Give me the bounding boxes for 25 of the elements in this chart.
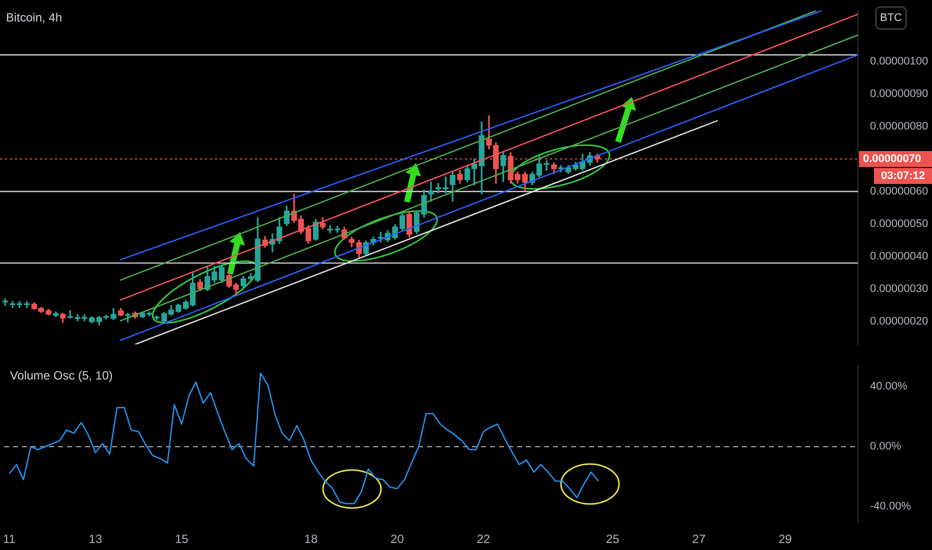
y-tick-label: 0.00000030: [870, 283, 928, 296]
x-tick-label: 18: [304, 532, 318, 546]
text: 03:07:12: [880, 170, 926, 182]
chart-title: Volume Osc (5, 10): [10, 368, 113, 382]
y-tick-label: 0.00000090: [870, 88, 928, 100]
y-tick-label: 0.00000050: [870, 218, 928, 230]
x-tick-label: 25: [606, 532, 620, 546]
x-tick-label: 13: [88, 532, 102, 546]
x-tick-label: 29: [778, 532, 792, 546]
y-tick-label: 0.00%: [870, 440, 902, 453]
y-tick-label: 0.00000060: [870, 186, 928, 198]
x-tick-label: 22: [476, 532, 490, 546]
x-tick-label: 27: [692, 532, 706, 546]
ref-line-label: 0.00000070: [863, 152, 922, 165]
y-tick-label: 40.00%: [870, 380, 908, 393]
x-tick-label: 20: [390, 532, 404, 546]
text: BTC: [880, 12, 902, 24]
y-tick-label: 0.00000080: [870, 120, 928, 132]
x-tick-label: 15: [174, 532, 189, 546]
chart-title: Bitcoin, 4h: [6, 10, 62, 24]
y-tick-label: 0.00000100: [870, 55, 928, 68]
y-tick-label: 0.00000020: [870, 316, 928, 328]
x-tick-label: 11: [2, 532, 16, 546]
y-tick-label: -40.00%: [870, 500, 912, 513]
y-tick-label: 0.00000040: [870, 250, 928, 263]
